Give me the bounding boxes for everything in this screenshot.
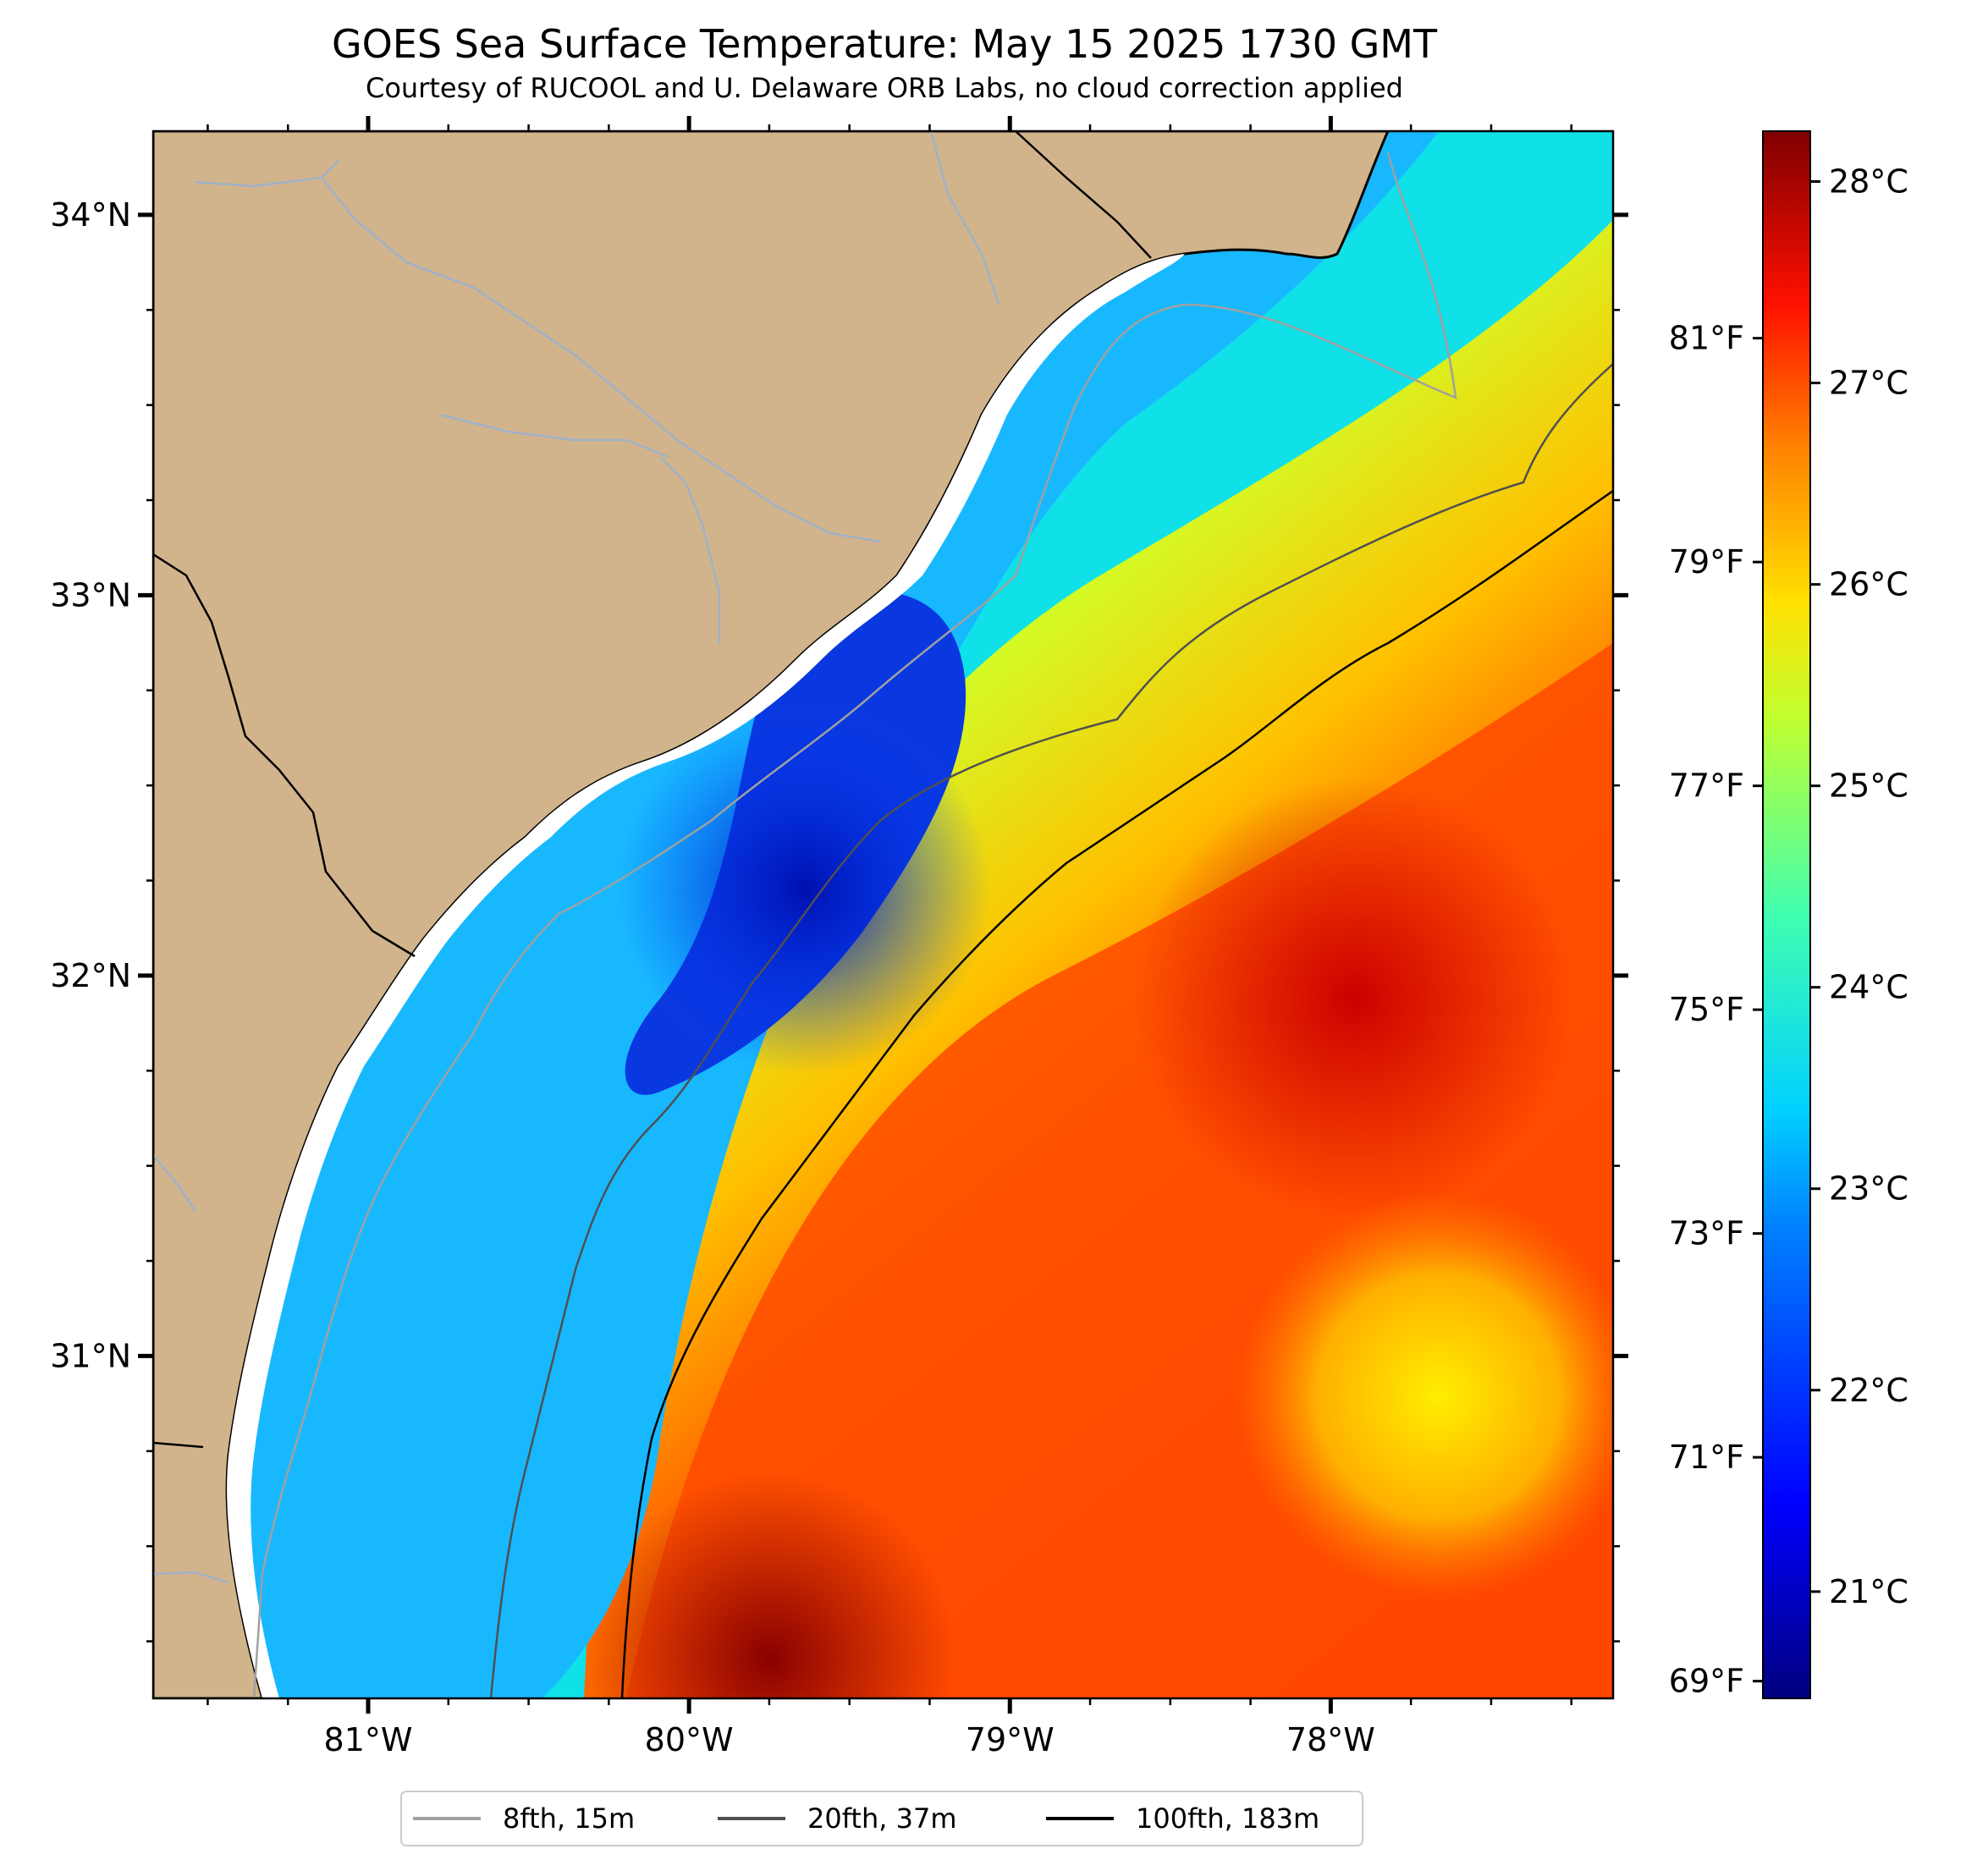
celsius-tick-label: 28°C [1829,163,1908,201]
celsius-tick-label: 24°C [1829,969,1908,1006]
colorbar-gradient [1762,130,1811,1699]
celsius-tick-label: 22°C [1829,1372,1908,1409]
cold-pool-core [618,702,990,1075]
legend-label-100fth: 100fth, 183m [1136,1802,1319,1835]
fahrenheit-tick-label: 71°F [1669,1439,1744,1476]
isobath-100fth [620,489,1613,1698]
fahrenheit-tick-label: 79°F [1669,543,1744,581]
warm-eddy [1227,1185,1613,1608]
map-minor-ticks [146,124,1620,1705]
nearshore-mask [227,254,1186,1698]
warm-core-ne [1100,762,1613,1235]
figure-subtitle: Courtesy of RUCOOL and U. Delaware ORB L… [366,72,1403,104]
legend-label-20fth: 20fth, 37m [807,1802,956,1835]
rivers [153,131,1000,1584]
legend-frame [400,1791,1363,1846]
map-frame [151,129,1615,1700]
fahrenheit-tick-label: 69°F [1669,1663,1744,1700]
lon-tick-label: 78°W [1286,1721,1375,1758]
isobath-20fth [489,363,1613,1698]
celsius-tick-label: 27°C [1829,365,1908,402]
lon-tick-label: 79°W [966,1721,1055,1758]
lat-tick-label: 33°N [50,576,131,614]
lat-tick-label: 32°N [50,957,131,994]
fahrenheit-tick-label: 75°F [1669,991,1744,1028]
latitude-axis: 34°N 33°N 32°N 31°N [50,196,1628,1374]
lat-tick-label: 31°N [50,1337,131,1374]
lon-tick-label: 80°W [645,1721,734,1758]
lat-tick-label: 34°N [50,196,131,234]
fahrenheit-tick-label: 77°F [1669,768,1744,805]
legend-label-8fth: 8fth, 15m [503,1802,635,1835]
state-border-nc-sc [1015,131,1152,259]
fahrenheit-tick-label: 81°F [1669,320,1744,357]
lon-tick-label: 81°W [324,1721,413,1758]
map-panel [153,131,1613,1698]
fahrenheit-tick-label: 73°F [1669,1215,1744,1252]
celsius-tick-label: 25°C [1829,768,1908,805]
state-border-sc-ga [153,553,416,958]
celsius-tick-label: 21°C [1829,1573,1908,1610]
longitude-axis: 81°W 80°W 79°W 78°W [324,116,1375,1758]
celsius-tick-label: 23°C [1829,1170,1908,1208]
colorbar-fahrenheit-axis: 69°F 71°F 73°F 75°F 77°F 79°F 81°F [1669,320,1763,1700]
state-border-ga-fl [153,1441,204,1449]
isobath-8fth [252,151,1457,1698]
figure-title: GOES Sea Surface Temperature: May 15 202… [332,21,1438,67]
colorbar-celsius-axis: 21°C 22°C 23°C 24°C 25°C 26°C 27°C 28°C [1810,163,1908,1610]
celsius-tick-label: 26°C [1829,566,1908,603]
isobath-legend: 8fth, 15m 20fth, 37m 100fth, 183m [400,1791,1363,1846]
